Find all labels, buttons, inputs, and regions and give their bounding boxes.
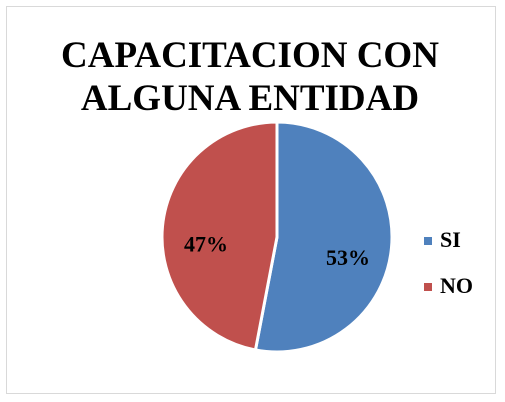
legend-swatch	[424, 283, 432, 291]
pie-slice	[253, 120, 394, 354]
data-label: 53%	[326, 245, 370, 270]
data-label: 47%	[184, 231, 228, 256]
pie-slice	[160, 120, 279, 352]
legend-swatch	[424, 237, 432, 245]
chart-frame	[6, 6, 496, 394]
legend-label: SI	[440, 227, 461, 252]
chart-title: CAPACITACION CON ALGUNA ENTIDAD	[61, 35, 439, 119]
legend-label: NO	[440, 273, 473, 298]
